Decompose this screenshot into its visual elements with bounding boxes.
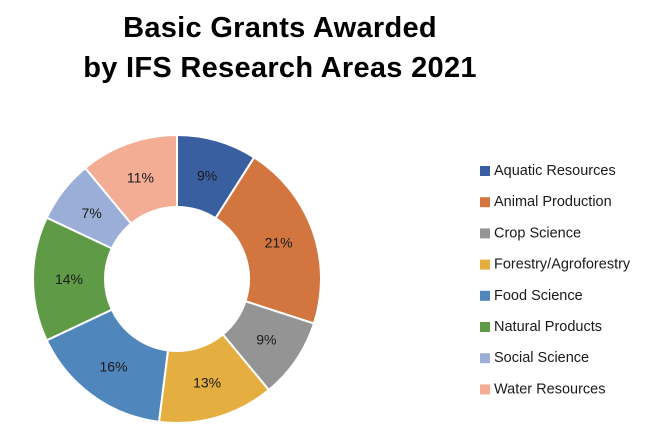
chart-legend: Aquatic Resources Animal Production Crop S… [480, 163, 631, 397]
legend-label-water-resources: Water Resources [494, 381, 605, 397]
data-label-crop-science: 9% [256, 332, 276, 348]
chart-title: Basic Grants Awarded by IFS Research Are… [0, 8, 560, 88]
legend-swatch-crop-science [480, 228, 490, 239]
legend-swatch-food-science [480, 290, 490, 301]
data-label-aquatic-resources: 9% [197, 167, 217, 183]
legend-swatch-aquatic-resources [480, 166, 490, 176]
legend-label-aquatic-resources: Aquatic Resources [494, 163, 616, 179]
donut-slice-animal-production [214, 156, 322, 325]
data-label-natural-products: 14% [55, 271, 83, 287]
donut-slices [32, 133, 322, 424]
legend-swatch-social-science [480, 353, 490, 364]
data-label-forestry-agroforestry: 13% [193, 375, 221, 391]
chart-title-line-1: Basic Grants Awarded [123, 12, 437, 44]
legend-label-forestry-agroforestry: Forestry/Agroforestry [494, 257, 631, 273]
legend-label-social-science: Social Science [494, 350, 589, 366]
legend-label-animal-production: Animal Production [494, 194, 612, 210]
chart-title-line-2: by IFS Research Areas 2021 [83, 52, 477, 84]
legend-label-food-science: Food Science [494, 288, 583, 304]
legend-swatch-animal-production [480, 197, 490, 208]
legend-swatch-natural-products [480, 322, 490, 332]
legend-label-natural-products: Natural Products [494, 319, 602, 335]
data-label-social-science: 7% [82, 205, 102, 221]
donut-slice-water-resources [83, 133, 178, 225]
data-label-food-science: 16% [100, 358, 128, 374]
legend-label-crop-science: Crop Science [494, 225, 581, 241]
data-label-water-resources: 11% [127, 169, 154, 185]
slice-labels: 9% 21% 9% 13% 16% 14% 7% 11% [55, 167, 293, 390]
legend-swatch-forestry-agroforestry [480, 259, 490, 270]
legend-swatch-water-resources [480, 384, 490, 395]
data-label-animal-production: 21% [265, 234, 293, 250]
